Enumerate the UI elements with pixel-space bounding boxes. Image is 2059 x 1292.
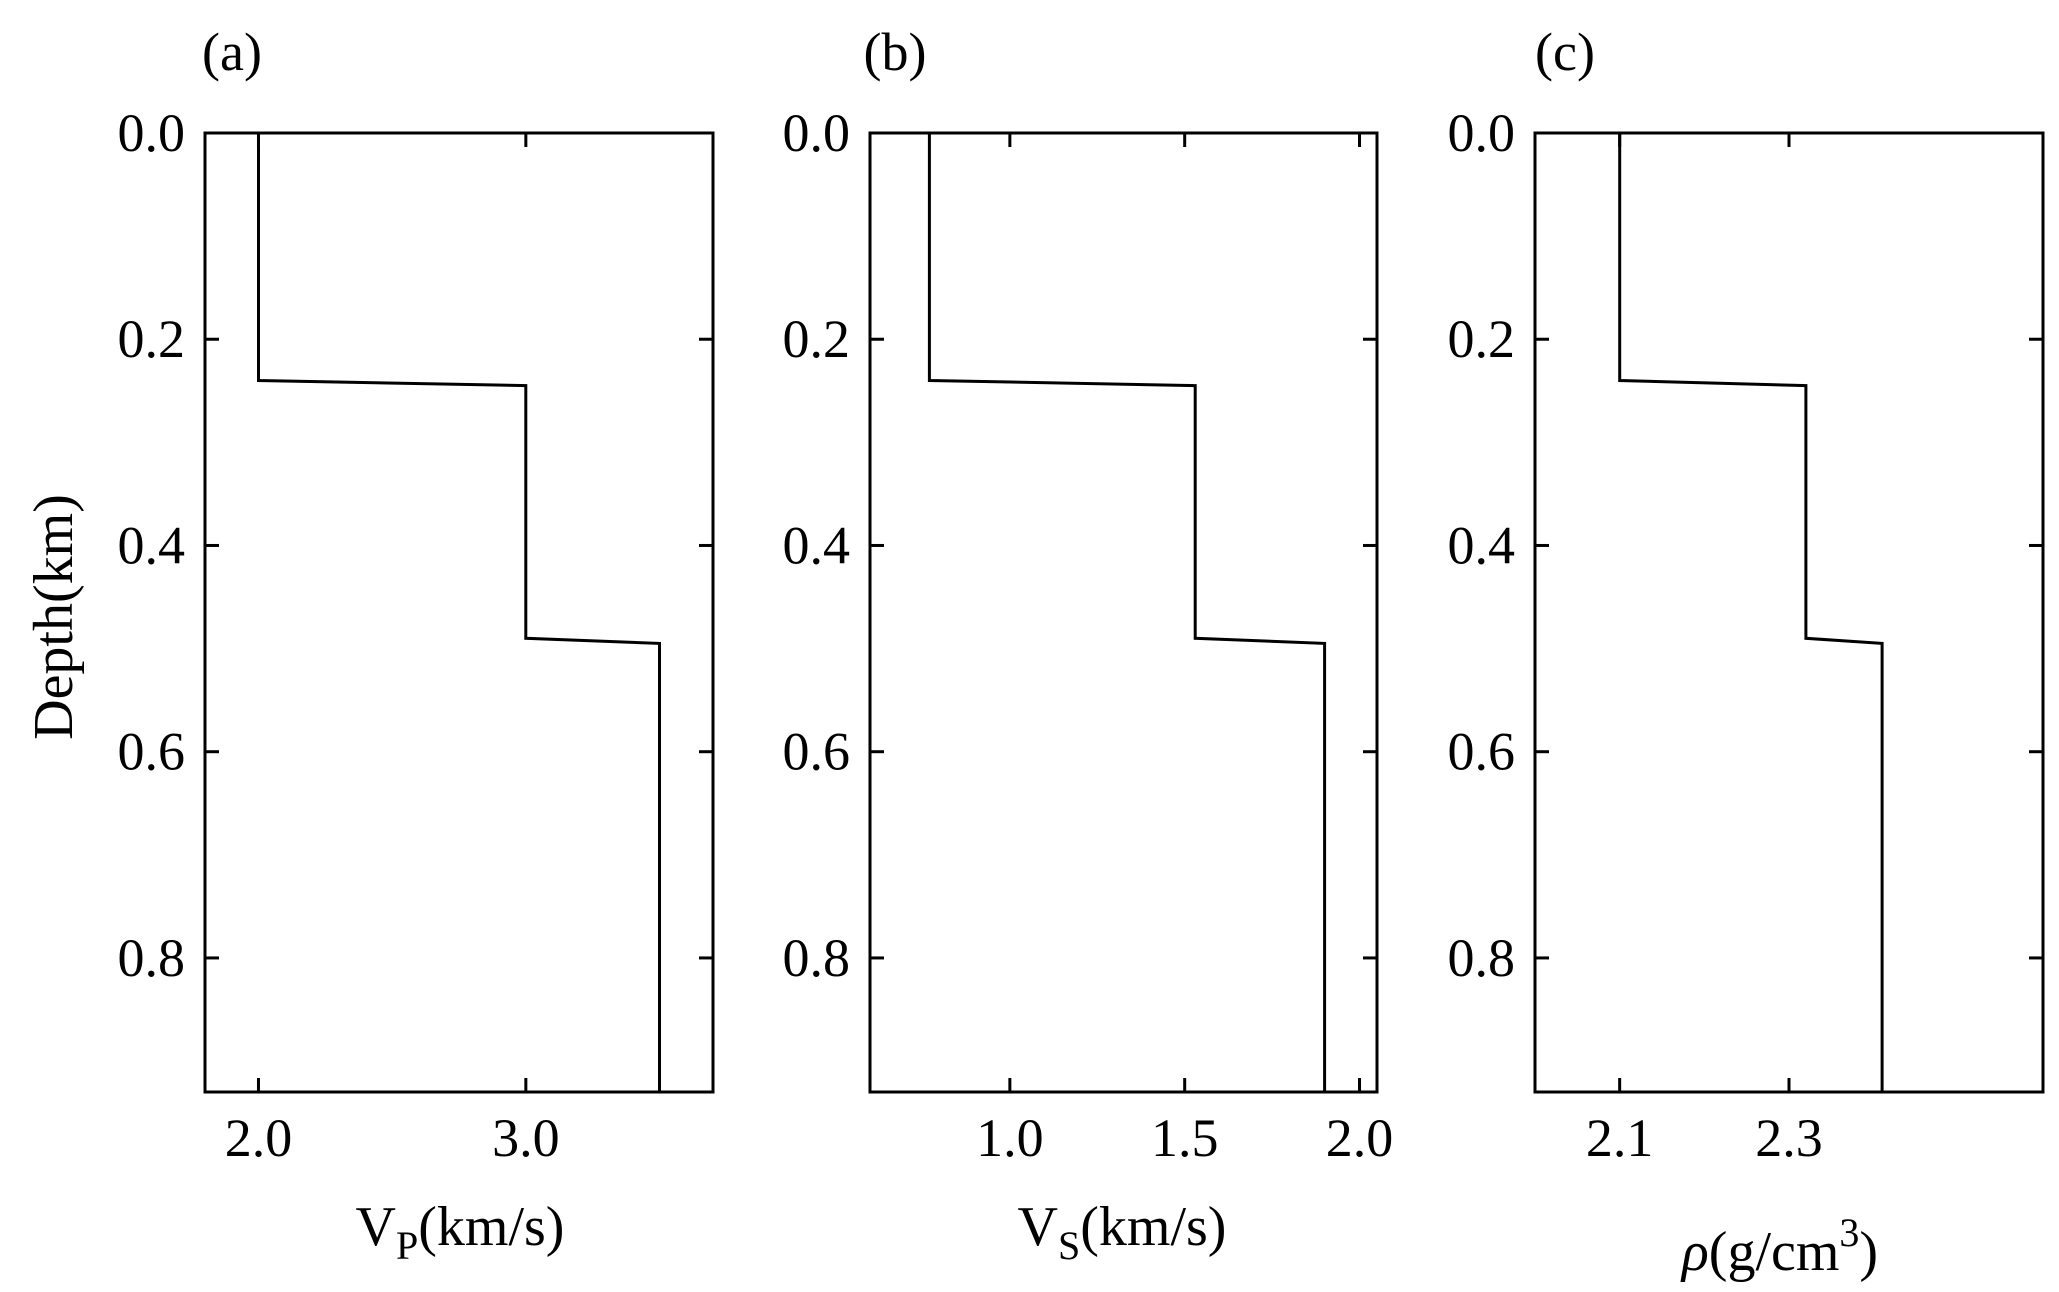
y-tick-label-a: 0.4 bbox=[118, 515, 186, 575]
plot-frame-a bbox=[203, 131, 715, 1094]
x-tick-label-a: 2.0 bbox=[225, 1108, 293, 1168]
x-tick-label-c: 2.1 bbox=[1586, 1108, 1654, 1168]
plot-frame-b bbox=[868, 131, 1379, 1094]
y-tick-label-b: 0.8 bbox=[783, 928, 851, 988]
x-axis-title-c: ρ(g/cm3) bbox=[1680, 1210, 1878, 1283]
x-axis-title-b: VS(km/s) bbox=[1018, 1196, 1227, 1268]
x-axis-title-a: VP(km/s) bbox=[356, 1196, 565, 1268]
x-tick-label-a: 3.0 bbox=[492, 1108, 560, 1168]
y-tick-label-a: 0.8 bbox=[118, 928, 186, 988]
y-tick-label-c: 0.8 bbox=[1448, 928, 1516, 988]
y-tick-label-b: 0.6 bbox=[783, 722, 851, 782]
x-tick-label-b: 2.0 bbox=[1326, 1108, 1394, 1168]
profile-line-a bbox=[257, 133, 661, 1092]
y-tick-label-c: 0.6 bbox=[1448, 722, 1516, 782]
plot-frame-c bbox=[1533, 131, 2045, 1094]
panel-label-a: (a) bbox=[202, 22, 262, 82]
x-tick-label-b: 1.0 bbox=[976, 1108, 1044, 1168]
panel-label-b: (b) bbox=[864, 22, 927, 82]
panel-label-c: (c) bbox=[1535, 22, 1595, 82]
y-tick-label-c: 0.4 bbox=[1448, 515, 1516, 575]
y-tick-label-b: 0.0 bbox=[783, 103, 851, 163]
y-tick-label-b: 0.4 bbox=[783, 515, 851, 575]
profile-line-c bbox=[1618, 133, 1884, 1092]
y-tick-label-a: 0.6 bbox=[118, 722, 186, 782]
y-tick-label-c: 0.2 bbox=[1448, 309, 1516, 369]
profile-line-b bbox=[927, 133, 1327, 1092]
y-axis-title: Depth(km) bbox=[23, 494, 85, 740]
x-tick-label-b: 1.5 bbox=[1151, 1108, 1219, 1168]
y-tick-label-b: 0.2 bbox=[783, 309, 851, 369]
y-tick-label-a: 0.2 bbox=[118, 309, 186, 369]
panel-b: (b) VS(km/s) 0.0 0.2 0.4 0.6 0.8 1.0 1.5 2.0 bbox=[783, 22, 1394, 1268]
x-tick-label-c: 2.3 bbox=[1755, 1108, 1823, 1168]
panel-a: (a) VP(km/s) 0.0 0.2 0.4 0.6 0.8 2.0 3.0 bbox=[118, 22, 715, 1268]
panel-c: (c) ρ(g/cm3) 0.0 0.2 0.4 0.6 0.8 2.1 2.3 bbox=[1448, 22, 2045, 1283]
y-tick-label-a: 0.0 bbox=[118, 103, 186, 163]
y-tick-label-c: 0.0 bbox=[1448, 103, 1516, 163]
